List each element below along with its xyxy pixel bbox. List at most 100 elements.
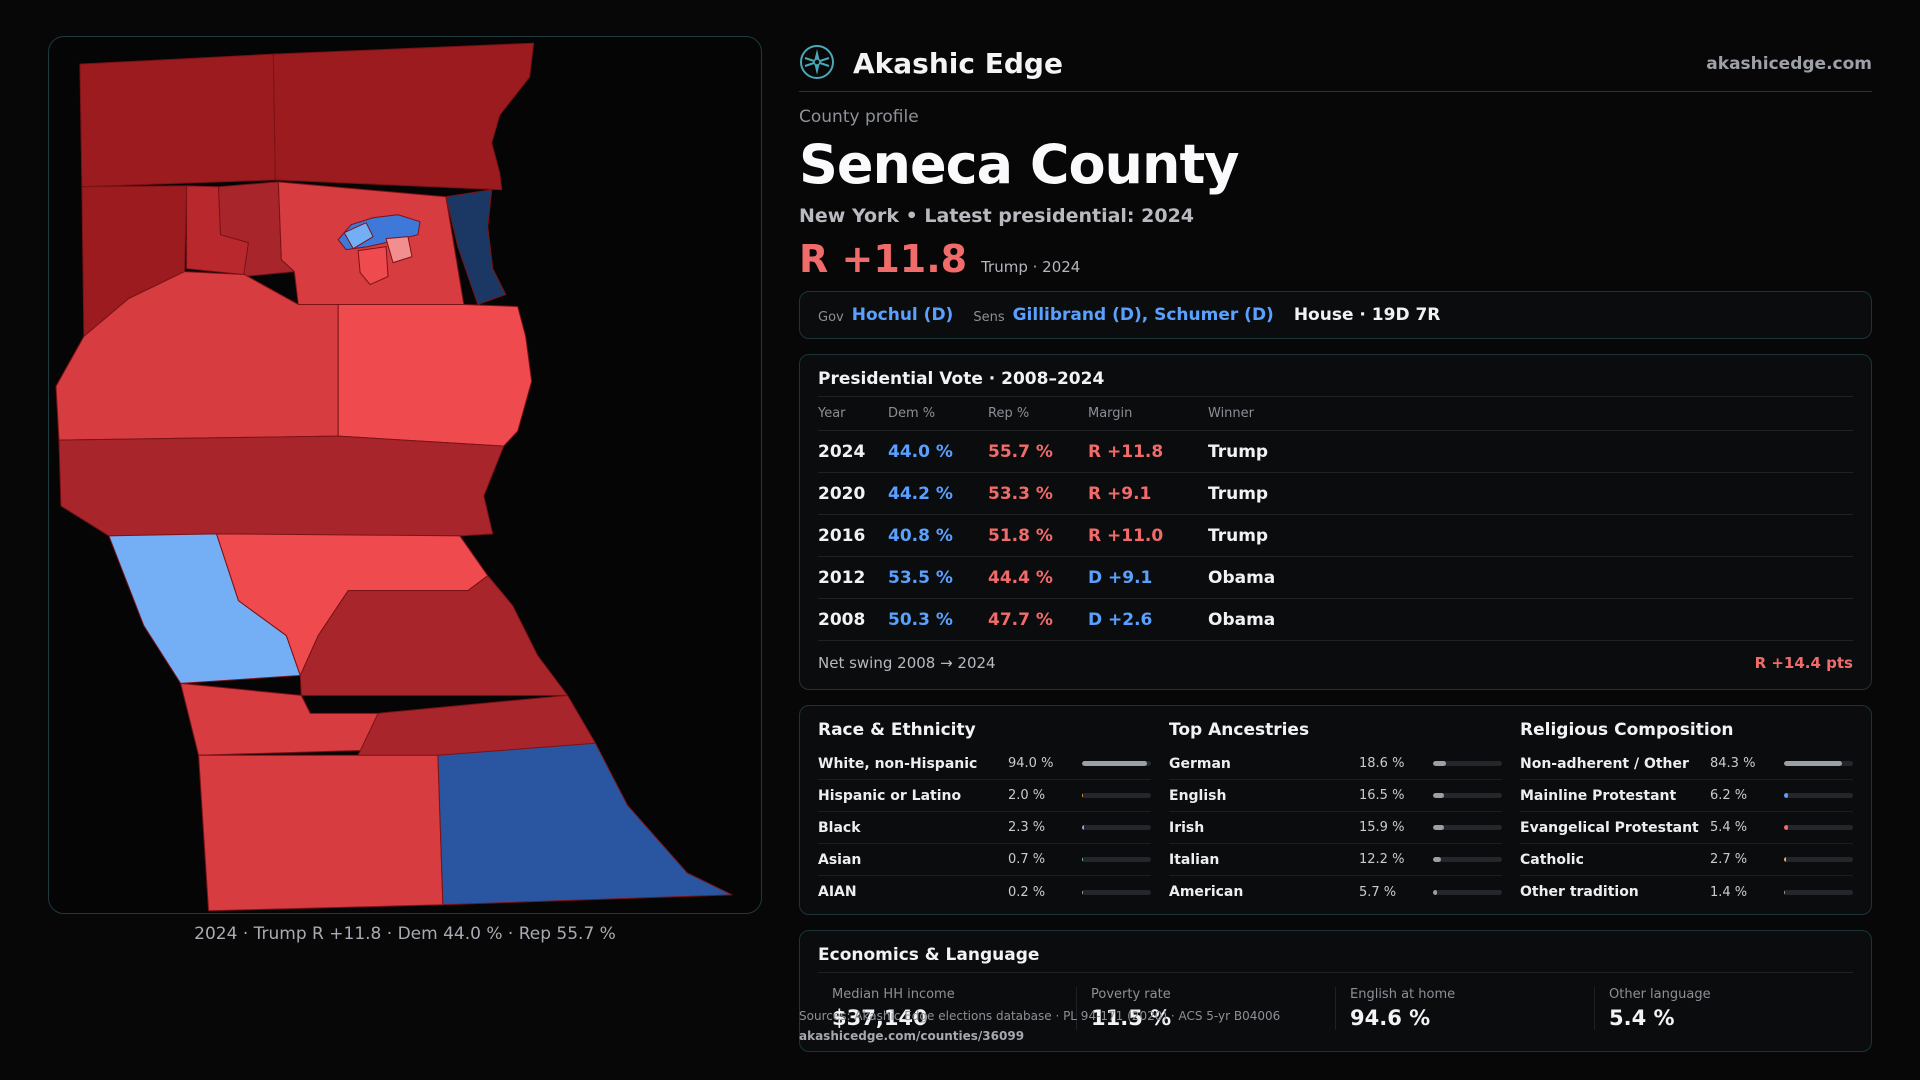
vote-row: 2012 53.5 % 44.4 % D +9.1 Obama <box>818 557 1853 599</box>
page-subtitle: New York • Latest presidential: 2024 <box>799 205 1195 227</box>
religion-bar-fill <box>1784 889 1786 895</box>
gov-value: Hochul (D) <box>851 305 954 325</box>
econ-value: 5.4 % <box>1609 1006 1675 1030</box>
religion-bar-fill <box>1784 825 1788 830</box>
map-town-center-light[interactable] <box>357 246 389 286</box>
col-dem: Dem % <box>888 406 936 421</box>
religion-title: Religious Composition <box>1520 720 1734 740</box>
swing-value: R +14.4 pts <box>1754 654 1853 672</box>
econ-label: Median HH income <box>832 987 955 1002</box>
religion-row: Catholic 2.7 % <box>1520 844 1853 876</box>
vote-winner: Obama <box>1208 567 1276 588</box>
vote-table-header: Year Dem % Rep % Margin Winner <box>818 397 1853 431</box>
map-town-center-pink[interactable] <box>385 236 413 264</box>
ancestry-bar <box>1433 857 1502 862</box>
map-town-center-lightblue[interactable] <box>343 222 374 250</box>
religion-bar <box>1784 825 1853 830</box>
vote-dem: 44.2 % <box>888 483 953 504</box>
religion-value: 1.4 % <box>1710 884 1748 900</box>
race-bar-fill <box>1082 793 1084 798</box>
ancestry-bar-fill <box>1433 825 1444 830</box>
race-value: 0.7 % <box>1008 852 1046 867</box>
sources-url-link[interactable]: akashicedge.com/counties/36099 <box>799 1029 1025 1043</box>
ancestry-label: Irish <box>1169 819 1205 836</box>
map-town-east-light[interactable] <box>337 303 533 447</box>
ancestry-label: American <box>1169 884 1244 900</box>
religion-bar-fill <box>1784 793 1789 798</box>
ancestry-bar <box>1433 793 1502 798</box>
religion-label: Evangelical Protestant <box>1520 819 1699 836</box>
brand-name: Akashic Edge <box>853 47 1063 80</box>
econ-label: Other language <box>1609 987 1711 1002</box>
race-row: Black 2.3 % <box>818 812 1151 844</box>
religion-row: Other tradition 1.4 % <box>1520 876 1853 908</box>
religion-bar <box>1784 889 1853 895</box>
race-value: 0.2 % <box>1008 884 1046 900</box>
econ-label: Poverty rate <box>1091 987 1171 1002</box>
religion-value: 5.4 % <box>1710 820 1748 835</box>
religion-row: Non-adherent / Other 84.3 % <box>1520 748 1853 780</box>
page-kicker: County profile <box>799 107 919 127</box>
ancestry-value: 16.5 % <box>1359 788 1405 803</box>
econ-stat: Poverty rate 11.5 % <box>1076 987 1335 1030</box>
econ-stat: Other language 5.4 % <box>1594 987 1853 1030</box>
col-margin: Margin <box>1088 406 1133 421</box>
map-town-far-south-west[interactable] <box>198 754 444 912</box>
vote-dem: 53.5 % <box>888 567 953 588</box>
county-map[interactable] <box>49 37 761 913</box>
map-town-north-west[interactable] <box>79 53 276 188</box>
vote-winner: Obama <box>1208 609 1276 630</box>
race-value: 2.3 % <box>1008 820 1046 835</box>
presidential-title: Presidential Vote · 2008–2024 <box>818 367 1853 397</box>
vote-margin: R +9.1 <box>1088 483 1152 504</box>
header: Akashic Edge akashicedge.com <box>799 36 1872 92</box>
ancestry-label: German <box>1169 755 1231 772</box>
map-town-southwest[interactable] <box>55 271 339 441</box>
county-map-panel[interactable] <box>48 36 762 914</box>
religion-label: Catholic <box>1520 851 1584 868</box>
map-town-north-east[interactable] <box>272 42 535 191</box>
race-label: White, non-Hispanic <box>818 755 978 772</box>
demographics-card: Race & Ethnicity White, non-Hispanic 94.0… <box>799 705 1872 915</box>
race-bar-fill <box>1082 825 1084 830</box>
ancestry-title: Top Ancestries <box>1169 720 1310 740</box>
presidential-vote-card: Presidential Vote · 2008–2024 Year Dem %… <box>799 354 1872 690</box>
race-bar <box>1082 761 1151 766</box>
map-town-far-south-d[interactable] <box>437 742 733 906</box>
map-town-lake-north-d[interactable] <box>445 189 507 305</box>
brand-url-link[interactable]: akashicedge.com <box>1706 53 1872 74</box>
vote-year: 2024 <box>818 441 866 462</box>
vote-margin: R +11.0 <box>1088 525 1164 546</box>
sens-value: Gillibrand (D), Schumer (D) <box>1012 305 1274 325</box>
ancestry-label: English <box>1169 787 1227 804</box>
race-label: AIAN <box>818 884 857 900</box>
sens-label: Sens <box>973 309 1005 325</box>
econ-label: English at home <box>1350 987 1456 1002</box>
ancestry-bar <box>1433 761 1502 766</box>
religion-bar <box>1784 857 1853 862</box>
ancestry-value: 15.9 % <box>1359 820 1405 835</box>
vote-dem: 44.0 % <box>888 441 953 462</box>
vote-row: 2024 44.0 % 55.7 % R +11.8 Trump <box>818 431 1853 473</box>
map-town-middle-band[interactable] <box>58 435 505 537</box>
religion-row: Evangelical Protestant 5.4 % <box>1520 812 1853 844</box>
economics-card: Economics & Language Median HH income $37… <box>799 930 1872 1052</box>
religion-bar-fill <box>1784 761 1843 766</box>
house-value: House · 19D 7R <box>1293 305 1441 325</box>
race-bar <box>1082 857 1151 862</box>
page-title: Seneca County <box>799 133 1239 196</box>
map-town-south-center[interactable] <box>299 575 569 696</box>
net-swing-row: Net swing 2008 → 2024 R +14.4 pts <box>818 641 1853 685</box>
ancestry-row: American 5.7 % <box>1169 876 1502 908</box>
econ-stat: English at home 94.6 % <box>1335 987 1594 1030</box>
col-winner: Winner <box>1208 406 1255 421</box>
vote-row: 2016 40.8 % 51.8 % R +11.0 Trump <box>818 515 1853 557</box>
vote-winner: Trump <box>1208 525 1269 546</box>
margin-note: Trump · 2024 <box>981 258 1081 276</box>
ancestry-row: Italian 12.2 % <box>1169 844 1502 876</box>
religion-bar-fill <box>1784 857 1786 862</box>
ancestry-bar-fill <box>1433 761 1446 766</box>
race-bar <box>1082 825 1151 830</box>
race-bar <box>1082 889 1151 895</box>
sources-line: Sources: Akashic Edge elections database… <box>799 1009 1281 1023</box>
